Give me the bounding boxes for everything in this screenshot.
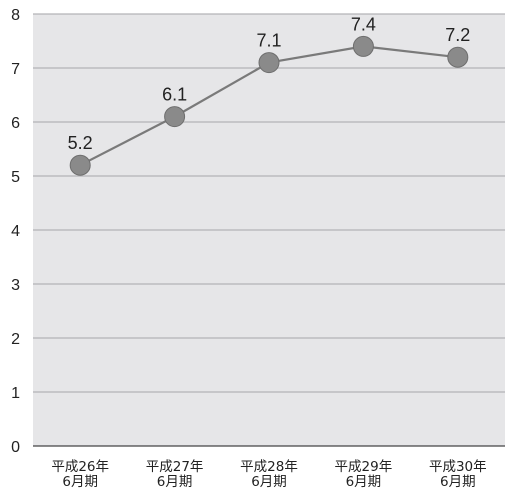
- x-tick-label-line: 6月期: [346, 474, 382, 490]
- x-tick-label-line: 平成26年: [51, 459, 109, 475]
- y-tick-label: 7: [11, 61, 20, 78]
- data-label: 7.2: [445, 25, 470, 45]
- x-tick-label: 平成30年 6月期: [429, 459, 487, 490]
- y-tick-label: 6: [11, 115, 20, 132]
- x-tick-label-line: 平成29年: [335, 459, 393, 475]
- data-point: [447, 46, 469, 68]
- x-tick-label-line: 平成27年: [146, 459, 204, 475]
- y-tick-label: 1: [11, 385, 20, 402]
- y-tick-label: 5: [11, 169, 20, 186]
- x-tick-label: 平成28年 6月期: [240, 459, 298, 490]
- data-point: [164, 106, 186, 128]
- y-tick-label: 8: [11, 7, 20, 24]
- data-labels: 5.2 6.1 7.1 7.4 7.2: [68, 14, 471, 153]
- x-tick-label-line: 平成30年: [429, 459, 487, 475]
- x-tick-label-line: 6月期: [157, 474, 193, 490]
- x-tick-label-line: 6月期: [440, 474, 476, 490]
- x-tick-label: 平成27年 6月期: [146, 459, 204, 490]
- x-tick-label-line: 平成28年: [240, 459, 298, 475]
- data-label: 7.1: [256, 31, 281, 51]
- y-tick-labels: 0 1 2 3 4 5 6 7 8: [11, 7, 20, 456]
- x-tick-label-line: 6月期: [62, 474, 98, 490]
- y-tick-label: 0: [11, 439, 20, 456]
- gridlines: [33, 13, 505, 393]
- y-tick-label: 4: [11, 223, 20, 240]
- data-label: 6.1: [162, 85, 187, 105]
- data-point: [69, 154, 91, 176]
- data-point: [352, 35, 374, 57]
- y-tick-label: 3: [11, 277, 20, 294]
- x-tick-label: 平成26年 6月期: [51, 459, 109, 490]
- data-point: [258, 52, 280, 74]
- x-tick-label-line: 6月期: [251, 474, 287, 490]
- y-tick-label: 2: [11, 331, 20, 348]
- data-label: 5.2: [68, 133, 93, 153]
- data-label: 7.4: [351, 14, 376, 34]
- data-points: [69, 35, 469, 176]
- x-tick-label: 平成29年 6月期: [335, 459, 393, 490]
